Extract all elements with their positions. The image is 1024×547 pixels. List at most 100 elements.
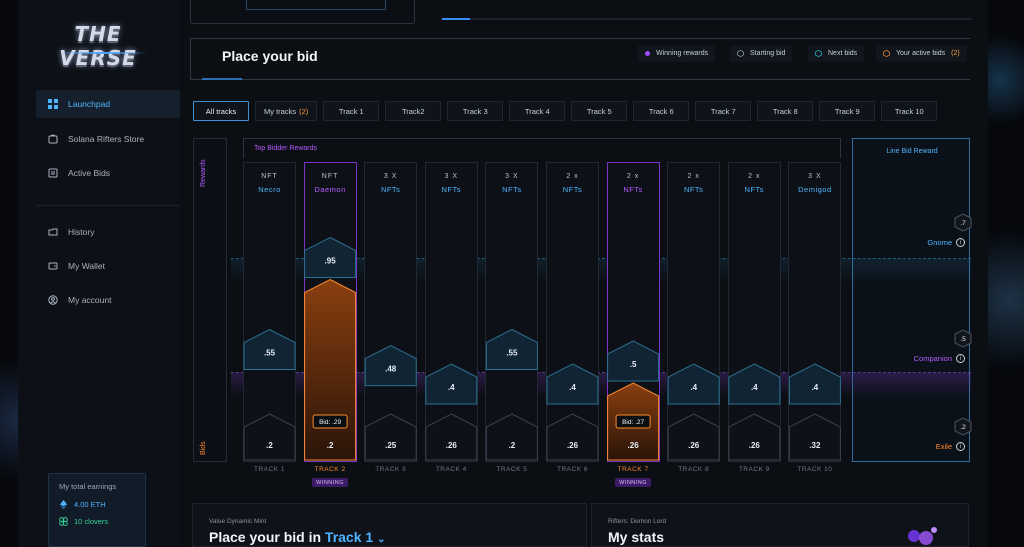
track-label: TRACK 3: [375, 466, 407, 473]
tab-label: Track 5: [586, 106, 612, 116]
track-reward-qty: 2 x: [566, 173, 579, 180]
tier-value: .5: [960, 336, 966, 343]
tab-track-7[interactable]: Track 7: [695, 101, 752, 121]
legend-active-bids: Your active bids (2): [876, 45, 967, 62]
line-bid-reward-label: Line Bid Reward: [886, 148, 938, 155]
track-label: TRACK 10: [797, 466, 833, 473]
track-reward-name: NFTs: [623, 185, 643, 194]
active-bid-shape: [304, 278, 357, 461]
sidebar-item-label: My account: [68, 295, 112, 305]
sidebar-item-label: History: [68, 227, 95, 237]
info-icon[interactable]: i: [956, 442, 965, 451]
sidebar-item-account[interactable]: My account: [36, 286, 194, 314]
bid-board: Rewards Bids Top Bidder Rewards Line Bid…: [193, 138, 972, 487]
panel-pre-label: Rifters: Demon Lord: [608, 518, 667, 525]
starting-bid-value: .26: [446, 441, 458, 450]
track-column[interactable]: 2 x NFTs: [667, 162, 721, 462]
starting-bid-shape: [364, 413, 417, 461]
next-bid-value: .4: [751, 383, 758, 392]
track-reward-name: NFTs: [380, 185, 401, 194]
earnings-card: My total earnings 4.00 ETH 10 clovers: [48, 473, 146, 547]
tier-name: Gnome: [927, 238, 952, 247]
next-bid-shape: [607, 340, 660, 382]
tab-all-tracks[interactable]: All tracks: [193, 101, 249, 121]
info-icon[interactable]: i: [956, 354, 965, 363]
tier-gnome: Gnome i: [927, 238, 965, 247]
track-select-value: Track 1: [324, 529, 374, 545]
track-reward-name: Demigod: [798, 185, 832, 194]
sidebar-item-store[interactable]: Solana Rifters Store: [36, 125, 194, 153]
track-reward-name: NFTs: [441, 185, 462, 194]
tab-track-4[interactable]: Track 4: [509, 101, 566, 121]
tier-value: .2: [960, 424, 966, 431]
track-column[interactable]: 3 X NFTs: [485, 162, 539, 462]
tier-value: .7: [960, 220, 966, 227]
starting-bid-shape: [485, 413, 538, 461]
tier-companion: Companion i: [914, 354, 965, 363]
top-strip: [190, 0, 415, 24]
legend-count: (2): [951, 50, 960, 57]
tab-track-1[interactable]: Track 1: [323, 101, 380, 121]
track-column[interactable]: 3 X Demigod: [788, 162, 842, 462]
tab-track-8[interactable]: Track 8: [757, 101, 814, 121]
tab-my-tracks[interactable]: My tracks (2): [255, 101, 318, 121]
earnings-clover-row: 10 clovers: [59, 517, 135, 526]
track-column[interactable]: 3 X NFTs: [424, 162, 478, 462]
track-reward-qty: NFT: [321, 173, 339, 180]
next-bid-value: .95: [325, 257, 337, 266]
track-reward-qty: 2 x: [687, 173, 700, 180]
hexagon-icon: [737, 50, 744, 57]
track-column[interactable]: 3 X NFTs: [364, 162, 418, 462]
tab-track-2[interactable]: Track2: [385, 101, 442, 121]
track-tabs: All tracks My tracks (2) Track 1 Track2 T…: [193, 101, 938, 121]
track-column[interactable]: NFT Necro: [243, 162, 296, 462]
tab-track-10[interactable]: Track 10: [881, 101, 938, 121]
winning-badge: WINNING: [312, 478, 349, 487]
track-column[interactable]: 2 x NFTs: [546, 162, 599, 462]
tab-label: My tracks: [264, 106, 297, 116]
sidebar-item-history[interactable]: History: [36, 218, 194, 246]
hexagon-icon: [815, 50, 822, 57]
track-select[interactable]: Track 1 ⌄: [325, 529, 386, 545]
sidebar-item-launchpad[interactable]: Launchpad: [36, 90, 194, 118]
next-bid-value: .4: [690, 383, 697, 392]
tab-label: Track 1: [338, 106, 364, 116]
track-label: TRACK 9: [738, 466, 770, 473]
track-label: TRACK 6: [557, 466, 588, 473]
next-bid-shape: [304, 236, 357, 278]
winning-badge: WINNING: [615, 478, 652, 487]
tab-track-9[interactable]: Track 9: [819, 101, 876, 121]
track-label: TRACK 8: [678, 466, 710, 473]
tab-track-3[interactable]: Track 3: [447, 101, 504, 121]
starting-bid-shape: [728, 413, 781, 461]
sidebar-item-label: Active Bids: [68, 168, 111, 178]
track-reward-name: Necro: [258, 185, 281, 194]
sidebar: THE VERSE Launchpad Solana Rifters Store…: [18, 0, 194, 547]
starting-bid-value: .32: [809, 441, 821, 450]
starting-bid-value: .26: [688, 441, 700, 450]
tab-label: Track 9: [834, 106, 860, 116]
starting-bid-value: .26: [749, 441, 761, 450]
legend-label: Your active bids: [896, 50, 946, 57]
bid-tooltip: [615, 414, 651, 429]
my-stats-heading: My stats: [608, 529, 665, 545]
tab-track-6[interactable]: Track 6: [633, 101, 690, 121]
sidebar-item-wallet[interactable]: My Wallet: [36, 252, 194, 280]
grid-icon: [48, 99, 58, 109]
legend-label: Winning rewards: [656, 50, 709, 57]
tab-track-5[interactable]: Track 5: [571, 101, 628, 121]
tab-label: Track 7: [710, 106, 736, 116]
panel-pre-label: Value Dynamic Mint: [209, 518, 267, 525]
starting-bid-value: .26: [567, 441, 579, 450]
info-icon[interactable]: i: [956, 238, 965, 247]
track-column[interactable]: 2 x NFTs: [727, 162, 781, 462]
sidebar-item-label: Solana Rifters Store: [68, 134, 145, 144]
track-reward-name: NFTs: [562, 185, 583, 194]
tier-hexagon: [954, 329, 972, 348]
next-bid-shape: [728, 363, 781, 405]
track-reward-name: Daemon: [314, 185, 346, 194]
sidebar-item-active-bids[interactable]: Active Bids: [36, 159, 194, 187]
store-icon: [48, 134, 58, 144]
bid-tooltip-text: Bid: .27: [622, 419, 644, 426]
tab-label: All tracks: [205, 106, 237, 116]
